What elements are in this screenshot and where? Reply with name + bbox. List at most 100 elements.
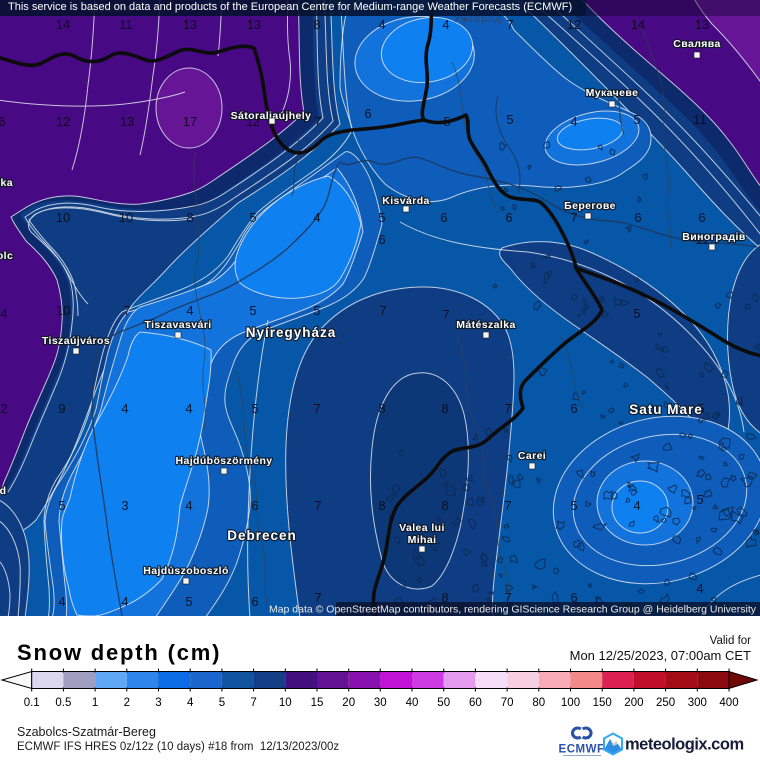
svg-text:8: 8 xyxy=(441,401,448,416)
svg-text:17: 17 xyxy=(183,114,197,129)
svg-text:Carei: Carei xyxy=(518,450,546,462)
svg-text:Берегове: Берегове xyxy=(564,200,616,212)
svg-text:5: 5 xyxy=(633,306,640,321)
svg-text:5: 5 xyxy=(570,498,577,513)
svg-text:7: 7 xyxy=(379,303,386,318)
svg-text:Мукачеве: Мукачеве xyxy=(586,87,639,99)
svg-text:7: 7 xyxy=(504,590,511,605)
svg-text:6: 6 xyxy=(378,232,385,247)
svg-text:5: 5 xyxy=(185,594,192,609)
svg-text:4: 4 xyxy=(185,498,192,513)
svg-text:6: 6 xyxy=(440,210,447,225)
svg-text:4: 4 xyxy=(121,401,128,416)
svg-text:80: 80 xyxy=(532,697,545,709)
svg-text:7: 7 xyxy=(504,401,511,416)
svg-text:2: 2 xyxy=(124,697,130,709)
svg-text:400: 400 xyxy=(719,697,738,709)
svg-text:60: 60 xyxy=(469,697,482,709)
svg-text:5: 5 xyxy=(251,401,258,416)
svg-text:4: 4 xyxy=(442,17,449,32)
svg-text:0.5: 0.5 xyxy=(55,697,71,709)
svg-text:7: 7 xyxy=(250,697,256,709)
svg-text:6: 6 xyxy=(0,114,6,129)
svg-text:7: 7 xyxy=(570,210,577,225)
svg-text:13: 13 xyxy=(183,17,197,32)
svg-text:4: 4 xyxy=(570,114,577,129)
svg-text:Valea lui: Valea lui xyxy=(399,522,445,534)
svg-text:250: 250 xyxy=(656,697,675,709)
svg-text:Kisvárda: Kisvárda xyxy=(382,195,430,207)
svg-text:10: 10 xyxy=(279,697,292,709)
svg-text:6: 6 xyxy=(698,210,705,225)
svg-text:40: 40 xyxy=(406,697,419,709)
svg-text:150: 150 xyxy=(593,697,612,709)
svg-text:Hajdúböszörmény: Hajdúböszörmény xyxy=(175,455,272,467)
svg-text:5: 5 xyxy=(58,498,65,513)
svg-text:7: 7 xyxy=(442,307,449,322)
svg-text:Satu Mare: Satu Mare xyxy=(629,402,703,417)
svg-text:4: 4 xyxy=(696,581,703,596)
svg-text:Mátészalka: Mátészalka xyxy=(456,319,515,331)
svg-text:6: 6 xyxy=(251,498,258,513)
svg-text:10: 10 xyxy=(56,210,70,225)
svg-text:4: 4 xyxy=(121,594,128,609)
svg-text:30: 30 xyxy=(374,697,387,709)
svg-text:cika: cika xyxy=(0,177,13,189)
svg-text:Mihai: Mihai xyxy=(408,534,437,546)
svg-text:meteologix.com: meteologix.com xyxy=(625,736,744,754)
svg-text:5: 5 xyxy=(378,210,385,225)
svg-text:10: 10 xyxy=(119,210,133,225)
svg-text:8: 8 xyxy=(378,401,385,416)
svg-text:7: 7 xyxy=(314,590,321,605)
svg-text:5: 5 xyxy=(633,112,640,127)
svg-text:6: 6 xyxy=(570,401,577,416)
svg-text:7: 7 xyxy=(314,114,321,129)
svg-text:6: 6 xyxy=(634,210,641,225)
svg-text:Tiszaújváros: Tiszaújváros xyxy=(42,335,110,347)
svg-text:12: 12 xyxy=(56,114,70,129)
svg-text:4: 4 xyxy=(186,303,193,318)
svg-text:13: 13 xyxy=(247,17,261,32)
svg-text:d: d xyxy=(0,485,6,497)
svg-text:8: 8 xyxy=(378,498,385,513)
svg-text:Виноградів: Виноградів xyxy=(682,231,746,243)
svg-text:6: 6 xyxy=(505,210,512,225)
svg-text:7: 7 xyxy=(123,303,130,318)
svg-text:6: 6 xyxy=(251,594,258,609)
svg-text:12: 12 xyxy=(567,17,581,32)
svg-text:Debrecen: Debrecen xyxy=(227,528,297,543)
svg-text:4: 4 xyxy=(313,210,320,225)
svg-text:4: 4 xyxy=(187,697,194,709)
svg-text:14: 14 xyxy=(631,17,645,32)
svg-text:4: 4 xyxy=(185,401,192,416)
svg-text:8: 8 xyxy=(441,590,448,605)
svg-text:4: 4 xyxy=(58,594,65,609)
svg-text:4: 4 xyxy=(378,17,385,32)
svg-text:14: 14 xyxy=(56,17,70,32)
svg-text:4: 4 xyxy=(633,498,640,513)
svg-text:8: 8 xyxy=(186,210,193,225)
svg-text:Hajdúszoboszló: Hajdúszoboszló xyxy=(143,565,229,577)
svg-text:50: 50 xyxy=(437,697,450,709)
svg-text:11: 11 xyxy=(119,17,133,32)
svg-text:olc: olc xyxy=(0,250,13,262)
svg-text:5: 5 xyxy=(249,210,256,225)
svg-text:7: 7 xyxy=(314,498,321,513)
svg-text:13: 13 xyxy=(695,17,709,32)
svg-text:Ужгород: Ужгород xyxy=(454,13,503,25)
svg-text:Sátoraljaújhely: Sátoraljaújhely xyxy=(231,110,312,122)
svg-text:7: 7 xyxy=(313,401,320,416)
svg-text:5: 5 xyxy=(249,303,256,318)
svg-text:8: 8 xyxy=(441,498,448,513)
svg-text:ECMWF: ECMWF xyxy=(559,744,605,756)
svg-text:0.1: 0.1 xyxy=(24,697,40,709)
svg-text:100: 100 xyxy=(561,697,580,709)
svg-text:1: 1 xyxy=(92,697,98,709)
svg-text:9: 9 xyxy=(58,401,65,416)
svg-text:4: 4 xyxy=(0,306,7,321)
svg-text:3: 3 xyxy=(121,498,128,513)
svg-text:2: 2 xyxy=(0,401,7,416)
svg-text:6: 6 xyxy=(570,590,577,605)
svg-text:Tiszavasvári: Tiszavasvári xyxy=(144,319,211,331)
svg-text:5: 5 xyxy=(313,303,320,318)
